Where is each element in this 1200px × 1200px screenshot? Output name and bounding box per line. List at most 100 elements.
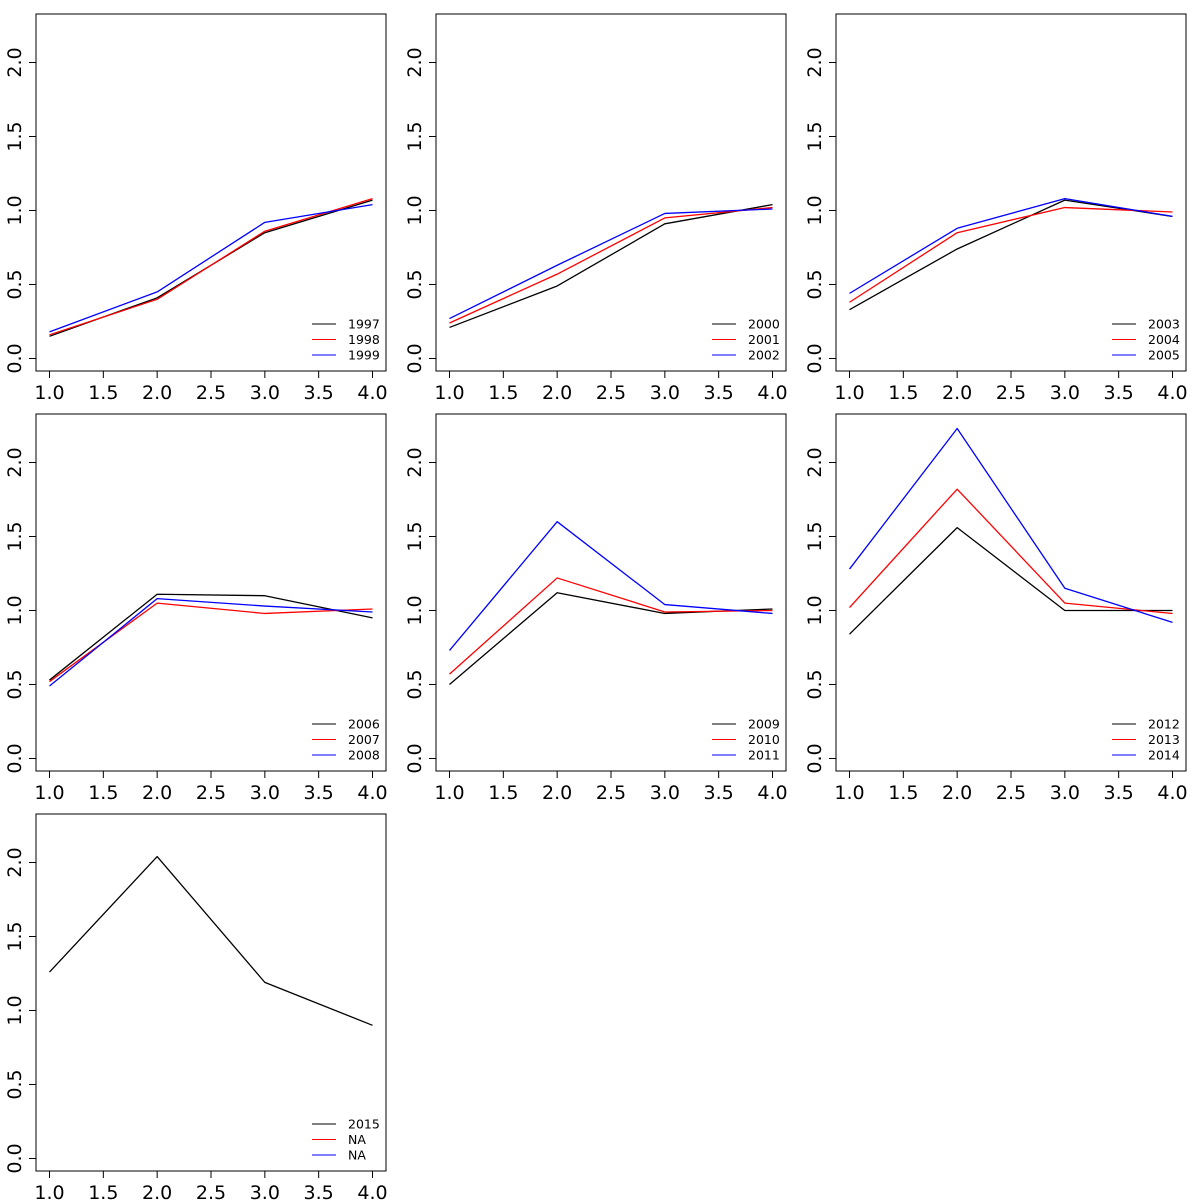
legend-label: 2006	[348, 717, 380, 732]
legend-label: 1999	[348, 348, 380, 363]
x-tick-label: 3.0	[250, 382, 280, 400]
y-tick-label: 0.5	[804, 269, 826, 299]
chart-panel-3: 1.0 1.5 2.0 2.5 3.0 3.5 4.0 0.0 0.5 1.0 1.5 2.0 2003…	[804, 13, 1188, 400]
y-tick-label: 2.0	[4, 447, 26, 477]
y-tick-label: 2.0	[804, 447, 826, 477]
legend-label: 2001	[748, 332, 780, 347]
legend-label: 2007	[348, 732, 380, 747]
y-tick-label: 0.5	[404, 269, 426, 299]
x-tick-label: 4.0	[757, 782, 787, 800]
x-tick-label: 2.5	[996, 382, 1026, 400]
series-line-2015	[49, 855, 373, 1026]
y-tick-label: 0.5	[4, 1069, 26, 1099]
chart-panel-4: 1.0 1.5 2.0 2.5 3.0 3.5 4.0 0.0 0.5 1.0 1.5 2.0 2006…	[4, 413, 388, 800]
y-tick-label: 1.0	[404, 195, 426, 225]
legend-label: 2005	[1148, 348, 1180, 363]
plot-frame	[835, 413, 1187, 772]
legend-label: 2009	[748, 717, 780, 732]
x-tick-label: 4.0	[1157, 382, 1187, 400]
y-tick-label: 0.0	[4, 743, 26, 773]
series-line-2013	[849, 488, 1173, 615]
x-tick-label: 2.0	[142, 1182, 172, 1200]
x-tick-label: 3.5	[704, 782, 734, 800]
legend-label: 2004	[1148, 332, 1180, 347]
series-line-2010	[449, 577, 773, 675]
y-tick-label: 1.5	[404, 121, 426, 151]
y-tick-label: 1.5	[4, 121, 26, 151]
x-tick-label: 2.0	[542, 382, 572, 400]
x-tick-label: 2.5	[196, 1182, 226, 1200]
y-tick-label: 0.0	[4, 1143, 26, 1173]
series-line-2011	[449, 521, 773, 651]
x-tick-label: 3.0	[1050, 382, 1080, 400]
x-tick-label: 3.0	[250, 782, 280, 800]
y-tick-label: 1.0	[4, 595, 26, 625]
legend-label: 2002	[748, 348, 780, 363]
y-tick-label: 1.5	[804, 521, 826, 551]
x-tick-label: 2.5	[196, 782, 226, 800]
y-tick-label: 2.0	[4, 847, 26, 877]
y-tick-label: 1.0	[4, 995, 26, 1025]
series-line-1997	[49, 199, 373, 337]
x-tick-label: 2.5	[196, 382, 226, 400]
x-tick-label: 3.0	[250, 1182, 280, 1200]
x-tick-label: 1.0	[834, 382, 864, 400]
y-tick-label: 1.0	[804, 195, 826, 225]
y-tick-label: 0.5	[404, 669, 426, 699]
y-tick-label: 0.0	[404, 743, 426, 773]
x-tick-label: 1.0	[34, 1182, 64, 1200]
x-tick-label: 2.5	[996, 782, 1026, 800]
plot-frame	[35, 413, 387, 772]
y-tick-label: 0.0	[804, 743, 826, 773]
y-tick-label: 1.0	[404, 595, 426, 625]
x-tick-label: 4.0	[357, 1182, 387, 1200]
x-tick-label: 1.5	[488, 382, 518, 400]
x-tick-label: 4.0	[357, 782, 387, 800]
x-tick-label: 2.0	[942, 782, 972, 800]
legend-label: 2011	[748, 748, 780, 763]
x-tick-label: 4.0	[357, 382, 387, 400]
chart-panel-5: 1.0 1.5 2.0 2.5 3.0 3.5 4.0 0.0 0.5 1.0 1.5 2.0 2009…	[404, 413, 788, 800]
y-tick-label: 1.5	[4, 921, 26, 951]
x-tick-label: 3.5	[704, 382, 734, 400]
legend-label: 2012	[1148, 717, 1180, 732]
x-tick-label: 1.0	[434, 782, 464, 800]
series-line-2004	[849, 206, 1173, 303]
legend-label: 1997	[348, 317, 380, 332]
chart-panel-6: 1.0 1.5 2.0 2.5 3.0 3.5 4.0 0.0 0.5 1.0 1.5 2.0 2012…	[804, 413, 1188, 800]
legend-label: 2015	[348, 1117, 380, 1132]
chart-panel-1: 1.0 1.5 2.0 2.5 3.0 3.5 4.0 0.0 0.5 1.0 1.5 2.0 1997…	[4, 13, 388, 400]
legend-label: 2013	[1148, 732, 1180, 747]
y-tick-label: 0.0	[404, 343, 426, 373]
series-line-1999	[49, 203, 373, 333]
x-tick-label: 2.0	[942, 382, 972, 400]
legend-label: 1998	[348, 332, 380, 347]
legend-label: 2000	[748, 317, 780, 332]
series-line-2006	[49, 593, 373, 681]
x-tick-label: 3.5	[304, 1182, 334, 1200]
x-tick-label: 2.0	[542, 782, 572, 800]
series-line-2003	[849, 199, 1173, 311]
x-tick-label: 3.5	[304, 782, 334, 800]
x-tick-label: 1.5	[88, 1182, 118, 1200]
series-line-2008	[49, 598, 373, 687]
x-tick-label: 1.0	[434, 382, 464, 400]
x-tick-label: 1.0	[834, 782, 864, 800]
x-tick-label: 3.5	[1104, 782, 1134, 800]
y-tick-label: 2.0	[4, 47, 26, 77]
plot-frame	[435, 413, 787, 772]
y-tick-label: 0.0	[4, 343, 26, 373]
y-tick-label: 1.0	[804, 595, 826, 625]
y-tick-label: 0.0	[804, 343, 826, 373]
x-tick-label: 2.5	[596, 782, 626, 800]
x-tick-label: 4.0	[1157, 782, 1187, 800]
series-line-2005	[849, 198, 1173, 294]
series-line-2002	[449, 208, 773, 320]
x-tick-label: 1.5	[88, 382, 118, 400]
legend-label: 2014	[1148, 748, 1180, 763]
chart-panel-7: 1.0 1.5 2.0 2.5 3.0 3.5 4.0 0.0 0.5 1.0 1.5 2.0 2015…	[4, 813, 388, 1200]
plot-frame	[435, 13, 787, 372]
x-tick-label: 1.5	[88, 782, 118, 800]
plot-frame	[835, 13, 1187, 372]
